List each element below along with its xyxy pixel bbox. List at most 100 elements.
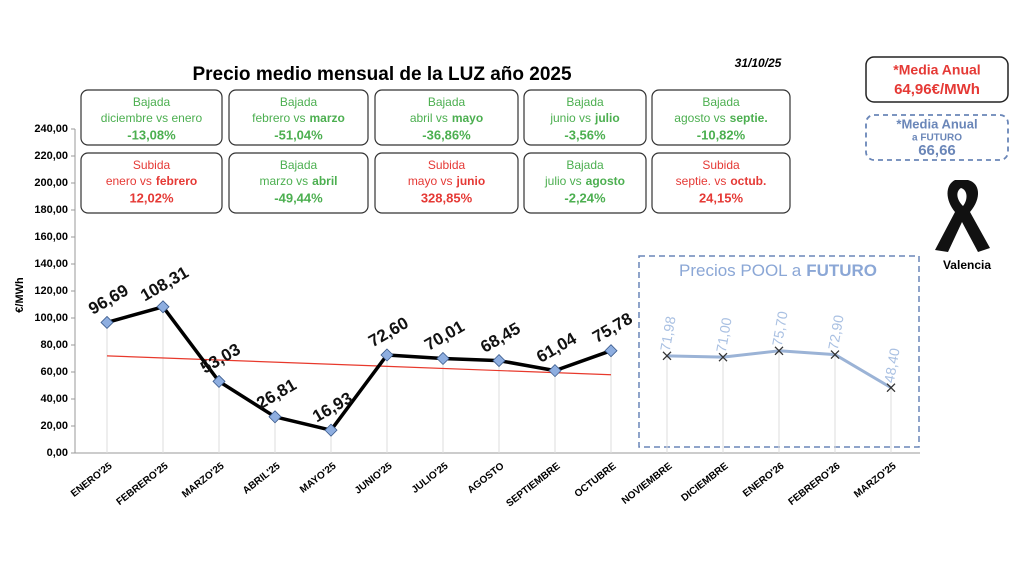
annotation-label: Bajada [702, 95, 740, 109]
annotation-value: -36,86% [422, 127, 471, 142]
annotation-to: junio [456, 174, 486, 188]
annotation-label: Bajada [566, 158, 604, 172]
annotation-box [374, 152, 519, 214]
point [774, 346, 784, 356]
point [156, 300, 170, 314]
annotation-box [651, 89, 791, 146]
city: Valencia [943, 258, 991, 272]
annotation-box [228, 89, 369, 146]
chart-title: Precio medio mensual de la LUZ año 2025 [192, 64, 572, 85]
annotation-from: abril vs [410, 111, 448, 125]
point [212, 374, 226, 388]
annotation-from: agosto vs [674, 111, 725, 125]
annual-value: 64,96€/MWh [894, 81, 980, 98]
y-tick-label: 80,00 [40, 339, 68, 351]
annotation-to: febrero [156, 174, 197, 188]
annotation-from: enero vs [106, 174, 152, 188]
date: 31/10/25 [735, 56, 782, 70]
annotation-text: julio vs agosto [544, 174, 625, 188]
annotation-label: Bajada [133, 95, 171, 109]
future-box-label: Precios POOL a FUTURO [679, 261, 877, 280]
point [436, 351, 450, 366]
point [324, 423, 338, 437]
annotation-text: enero vs febrero [106, 174, 197, 188]
annotation-box [80, 152, 223, 214]
future-annual-sublabel: a FUTURO [912, 133, 962, 144]
annotation-value: -10,82% [697, 127, 746, 142]
y-tick-label: 160,00 [34, 231, 68, 243]
annotation-text: mayo vs junio [408, 174, 485, 188]
y-axis-label: €/MWh [14, 277, 26, 313]
point [662, 351, 672, 361]
trend-line [106, 355, 612, 376]
data-label: 72,90 [825, 314, 847, 351]
y-tick-label: 200,00 [34, 177, 68, 189]
annotation-box [523, 152, 647, 214]
point [718, 352, 728, 362]
y-tick-label: 60,00 [40, 366, 68, 378]
y-tick-label: 240,00 [34, 123, 68, 135]
point [886, 383, 896, 393]
annotation-from: julio vs [544, 174, 582, 188]
point [492, 354, 506, 368]
annotation-value: -13,08% [127, 127, 176, 142]
point [604, 344, 618, 358]
future-box-text: Precios POOL a [679, 261, 802, 280]
y-tick-label: 20,00 [40, 420, 68, 432]
annotation-value: -3,56% [564, 127, 606, 142]
point [268, 410, 282, 424]
annotation-text: junio vs julio [549, 111, 619, 125]
annotation-to: abril [312, 174, 337, 188]
annotation-from: marzo vs [259, 174, 308, 188]
annotation-value: 12,02% [129, 190, 174, 205]
y-tick-label: 140,00 [34, 258, 68, 270]
data-label: 71,00 [713, 316, 735, 353]
annual-label: *Media Anual [893, 62, 980, 78]
point [380, 348, 394, 362]
annotation-from: septie. vs [676, 174, 727, 188]
annotation-box [523, 89, 647, 146]
point [830, 350, 840, 360]
annotation-value: -2,24% [564, 190, 606, 205]
annotation-label: Subida [133, 158, 171, 172]
annotation-value: 328,85% [421, 190, 473, 205]
annotation-value: -49,44% [274, 190, 323, 205]
y-tick-label: 120,00 [34, 285, 68, 297]
annotation-value: -51,04% [274, 127, 323, 142]
series-line [106, 305, 612, 432]
y-tick-label: 40,00 [40, 393, 68, 405]
annotation-label: Subida [428, 158, 466, 172]
annotation-text: diciembre vs enero [101, 111, 203, 125]
annotation-to: agosto [586, 174, 625, 188]
data-label: 48,40 [881, 347, 903, 384]
future-box-bold: FUTURO [806, 261, 877, 280]
point [548, 364, 562, 378]
annotation-from: febrero vs [252, 111, 305, 125]
y-tick-label: 220,00 [34, 150, 68, 162]
annotation-to: marzo [310, 111, 345, 125]
annotation-text: abril vs mayo [410, 111, 483, 125]
annotation-box [374, 89, 519, 146]
annotation-label: Bajada [566, 95, 604, 109]
future-annual-value: 66,66 [918, 142, 956, 159]
annotation-text: febrero vs marzo [252, 111, 345, 125]
annotation-text: marzo vs abril [259, 174, 337, 188]
future-annual-label: *Media Anual [896, 116, 977, 131]
annotation-to: julio [594, 111, 620, 125]
annotation-to: septie. [730, 111, 768, 125]
y-tick-label: 180,00 [34, 204, 68, 216]
future-annual-box [865, 114, 1009, 161]
annual-box [865, 56, 1009, 103]
annotation-label: Bajada [280, 158, 318, 172]
annotation-to: octub. [730, 174, 766, 188]
data-label: 71,98 [657, 315, 679, 352]
annotation-text: septie. vs octub. [676, 174, 767, 188]
y-tick-label: 100,00 [34, 312, 68, 324]
annotation-text: agosto vs septie. [674, 111, 767, 125]
annotation-label: Subida [702, 158, 740, 172]
annotation-label: Bajada [280, 95, 318, 109]
annotation-from: junio vs [549, 111, 591, 125]
annotation-from: mayo vs [408, 174, 453, 188]
annotation-to: mayo [452, 111, 483, 125]
